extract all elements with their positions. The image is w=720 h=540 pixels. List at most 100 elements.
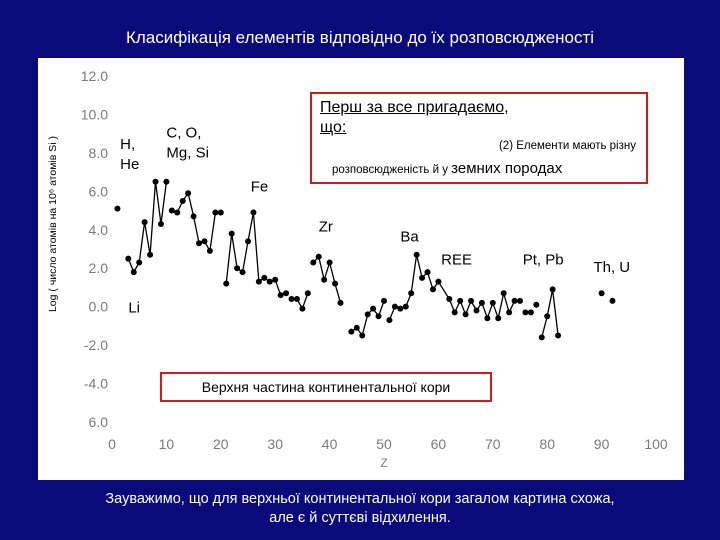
y-tick-label: 12.0 — [81, 68, 108, 84]
data-point — [413, 251, 420, 258]
note-title-line2: що: — [320, 119, 347, 136]
x-tick-label: 60 — [431, 436, 447, 452]
x-tick-label: 10 — [159, 436, 175, 452]
data-point — [402, 303, 409, 310]
x-tick-label: 100 — [644, 436, 668, 452]
x-tick-label: 0 — [108, 436, 116, 452]
data-point — [114, 205, 121, 212]
element-group-label: REE — [441, 251, 472, 268]
footer-line2: але є й суттєві відхилення. — [269, 510, 451, 526]
data-point — [168, 207, 175, 214]
data-point — [364, 311, 371, 318]
series-line-segment — [541, 289, 559, 338]
crust-label-box: Верхня частина континентальної кори — [160, 372, 492, 402]
series-line-segment — [291, 292, 309, 311]
data-point — [326, 259, 333, 266]
data-point — [473, 307, 480, 314]
data-point — [359, 332, 366, 339]
footer-note: Зауважимо, що для верхньої континентальн… — [40, 490, 680, 528]
element-group-label: Li — [128, 299, 140, 316]
data-point — [332, 280, 339, 287]
data-point — [544, 313, 551, 320]
data-point — [517, 297, 523, 304]
data-point — [500, 290, 507, 297]
x-tick-label: 50 — [376, 436, 392, 452]
x-tick-label: 80 — [539, 436, 555, 452]
element-labels: H, He C, O, Mg, Si Fe Li Zr Ba REE Pt, Pb Th, U — [120, 125, 630, 317]
y-tick-label: -4.0 — [84, 376, 108, 392]
data-point — [299, 305, 306, 312]
data-point — [451, 309, 458, 316]
data-point — [457, 297, 464, 304]
data-point — [288, 295, 295, 302]
data-point — [201, 238, 208, 245]
data-point — [555, 332, 562, 339]
data-point — [429, 286, 436, 293]
data-point — [190, 213, 197, 220]
data-point — [234, 265, 241, 272]
data-point — [293, 295, 300, 302]
data-point — [223, 280, 230, 287]
data-point — [228, 230, 235, 237]
data-point — [408, 290, 415, 297]
y-tick-label: 6.0 — [89, 414, 109, 430]
footer-line1: Зауважимо, що для верхньої континентальн… — [105, 491, 615, 507]
data-point — [337, 299, 344, 306]
data-point — [538, 334, 545, 341]
data-point — [310, 259, 317, 266]
data-point — [489, 299, 496, 306]
data-point — [386, 317, 393, 324]
data-point — [419, 274, 426, 281]
data-point — [272, 276, 279, 283]
data-point — [375, 313, 382, 320]
element-group-label: H, He — [120, 136, 139, 173]
data-point — [250, 209, 257, 216]
x-tick-label: 20 — [213, 436, 229, 452]
data-point — [527, 309, 534, 316]
x-axis-label: Z — [380, 456, 387, 470]
data-point — [163, 178, 170, 185]
data-point — [391, 303, 398, 310]
data-point — [353, 324, 360, 331]
note-line2-emph: земних породах — [451, 160, 563, 177]
note-line2: розповсюдженість й у земних породах — [332, 160, 562, 177]
data-point — [174, 209, 181, 216]
data-point — [141, 219, 148, 226]
data-point — [424, 269, 431, 276]
y-tick-label: 8.0 — [89, 145, 109, 161]
axes: 12.0 10.0 8.0 6.0 4.0 2.0 0.0 -2.0 -4.0 6.0 0 10 20 3… — [81, 68, 668, 470]
data-point — [239, 269, 246, 276]
series-line-segment — [171, 191, 221, 253]
data-point — [125, 255, 132, 262]
data-point — [130, 269, 137, 276]
x-tick-label: 70 — [485, 436, 501, 452]
data-point — [266, 278, 273, 285]
data-point — [255, 278, 262, 285]
data-point — [533, 301, 540, 308]
data-point — [196, 240, 203, 247]
data-point — [598, 290, 605, 297]
note-line2-text: розповсюдженість й у — [332, 164, 452, 176]
element-group-label: Th, U — [593, 259, 630, 276]
data-point — [446, 295, 453, 302]
note-line1: (2) Елементи мають різну — [498, 140, 636, 152]
data-point — [495, 315, 502, 322]
data-point — [185, 190, 192, 197]
element-group-label: Zr — [319, 219, 333, 236]
y-tick-label: 6.0 — [89, 183, 109, 199]
note-title-line1: Перш за все пригадаємо, — [320, 99, 509, 116]
data-point — [478, 299, 485, 306]
data-point — [468, 297, 475, 304]
y-tick-label: 4.0 — [89, 222, 109, 238]
slide-title: Класифікація елементів відповідно до їх … — [125, 28, 595, 47]
y-tick-label: 0.0 — [89, 299, 109, 315]
y-tick-label: 2.0 — [89, 260, 109, 276]
data-point — [261, 274, 268, 281]
y-axis-label: Log ( число атомів на 10⁶ атомів Si ) — [47, 135, 59, 313]
data-point — [511, 297, 518, 304]
data-point — [462, 311, 469, 318]
data-point — [179, 197, 186, 204]
data-point — [212, 209, 219, 216]
data-point — [304, 290, 311, 297]
data-point — [277, 292, 284, 299]
